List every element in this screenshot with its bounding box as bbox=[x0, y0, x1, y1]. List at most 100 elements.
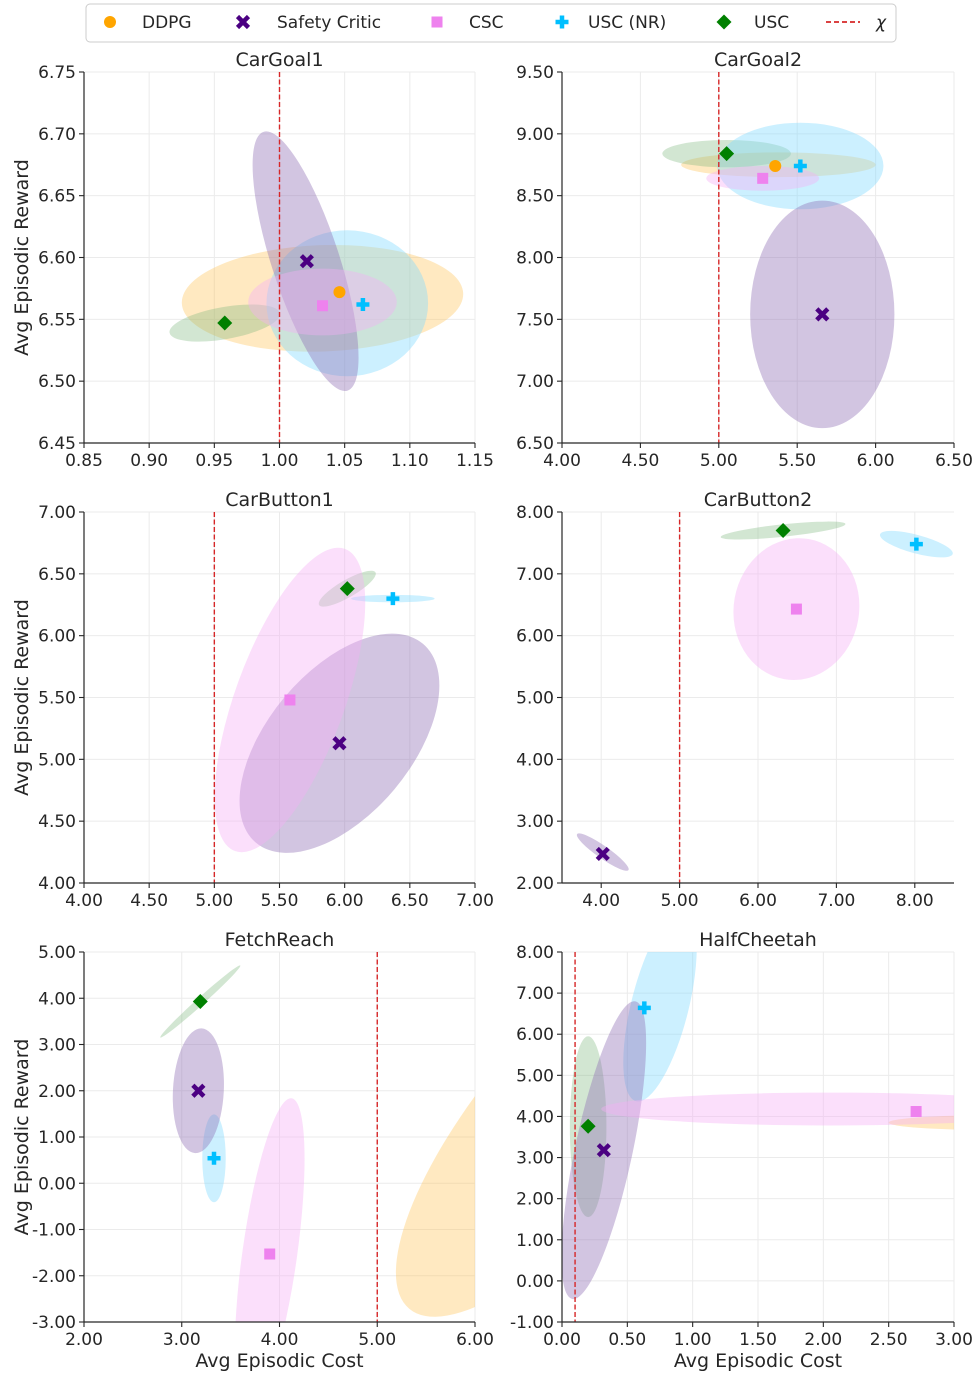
x-tick-label: 1.15 bbox=[456, 451, 494, 471]
y-tick-label: 7.00 bbox=[516, 984, 554, 1004]
y-tick-label: 6.50 bbox=[38, 565, 76, 585]
y-tick-label: 6.50 bbox=[516, 434, 554, 454]
x-tick-label: 0.50 bbox=[608, 1330, 646, 1350]
legend-entry: USC (NR) bbox=[555, 13, 666, 33]
y-tick-label: 4.00 bbox=[38, 874, 76, 894]
point-usc-nr- bbox=[637, 1001, 651, 1015]
x-tick-label: 5.00 bbox=[358, 1330, 396, 1350]
y-tick-label: 0.00 bbox=[38, 1174, 76, 1194]
confidence-ellipses bbox=[562, 952, 954, 1300]
y-tick-label: 6.00 bbox=[516, 1025, 554, 1045]
y-tick-label: 4.50 bbox=[38, 812, 76, 832]
panel-title: CarGoal1 bbox=[235, 49, 323, 71]
y-tick-label: 8.00 bbox=[516, 249, 554, 269]
x-tick-label: 4.50 bbox=[130, 891, 168, 911]
y-tick-label: -1.00 bbox=[32, 1221, 76, 1241]
x-axis-label: Avg Episodic Cost bbox=[674, 1350, 842, 1372]
y-tick-label: 8.50 bbox=[516, 187, 554, 207]
y-tick-label: 6.70 bbox=[38, 125, 76, 145]
legend-label: USC (NR) bbox=[588, 13, 666, 33]
y-tick-label: 6.55 bbox=[38, 310, 76, 330]
y-tick-label: 9.00 bbox=[516, 125, 554, 145]
legend-marker bbox=[235, 14, 251, 30]
point-usc bbox=[339, 581, 355, 597]
x-tick-label: 6.00 bbox=[456, 1330, 494, 1350]
point-usc bbox=[580, 1118, 596, 1134]
y-tick-label: 6.75 bbox=[38, 63, 76, 83]
x-tick-label: 0.00 bbox=[543, 1330, 581, 1350]
y-tick-label: 6.00 bbox=[516, 627, 554, 647]
legend-label: DDPG bbox=[142, 13, 192, 33]
y-tick-label: -2.00 bbox=[32, 1267, 76, 1287]
y-tick-label: 8.00 bbox=[516, 943, 554, 963]
x-tick-label: 1.10 bbox=[391, 451, 429, 471]
y-tick-label: 6.60 bbox=[38, 249, 76, 269]
x-tick-label: 5.00 bbox=[661, 891, 699, 911]
legend-label: χ bbox=[875, 13, 887, 33]
point-ddpg bbox=[769, 159, 782, 172]
x-tick-label: 2.00 bbox=[804, 1330, 842, 1350]
x-tick-label: 6.00 bbox=[326, 891, 364, 911]
point-safety-critic bbox=[299, 254, 314, 269]
y-tick-label: 4.00 bbox=[516, 750, 554, 770]
ellipse-csc bbox=[601, 1092, 954, 1126]
x-tick-label: 1.00 bbox=[674, 1330, 712, 1350]
x-tick-label: 4.00 bbox=[65, 891, 103, 911]
y-tick-label: 5.00 bbox=[38, 750, 76, 770]
confidence-ellipses bbox=[214, 547, 440, 853]
panel-carbutton2: 4.00 5.00 6.00 7.00 8.00 2.00 3.00 4.00 5.00 6.00… bbox=[516, 489, 954, 911]
point-safety-critic bbox=[595, 846, 610, 862]
x-tick-label: 3.00 bbox=[163, 1330, 201, 1350]
y-axis-label: Avg Episodic Reward bbox=[11, 1039, 33, 1236]
point-csc bbox=[790, 603, 802, 615]
y-tick-label: 5.50 bbox=[38, 689, 76, 709]
y-tick-label: 5.00 bbox=[516, 1066, 554, 1086]
panel-title: CarGoal2 bbox=[714, 49, 802, 71]
panels: 0.85 0.90 0.95 1.00 1.05 1.10 1.15 6.45 6.50 6.55… bbox=[11, 49, 973, 1372]
panel-title: HalfCheetah bbox=[699, 929, 817, 951]
y-tick-label: 4.00 bbox=[38, 989, 76, 1009]
y-tick-label: 6.45 bbox=[38, 434, 76, 454]
legend-marker bbox=[716, 14, 732, 30]
x-tick-label: 5.00 bbox=[195, 891, 233, 911]
y-tick-label: 7.00 bbox=[516, 565, 554, 585]
ellipse-usc-nr- bbox=[266, 230, 429, 377]
panel-title: FetchReach bbox=[225, 929, 335, 951]
x-tick-label: 4.00 bbox=[582, 891, 620, 911]
point-csc bbox=[264, 1248, 276, 1260]
legend-entry: USC bbox=[716, 13, 789, 33]
panel-cargoal1: 0.85 0.90 0.95 1.00 1.05 1.10 1.15 6.45 6.50 6.55… bbox=[11, 49, 494, 471]
x-tick-label: 8.00 bbox=[896, 891, 934, 911]
x-tick-label: 5.00 bbox=[700, 451, 738, 471]
legend-entry: DDPG bbox=[104, 13, 192, 33]
legend-frame bbox=[85, 3, 897, 43]
point-safety-critic bbox=[815, 307, 830, 322]
confidence-ellipses bbox=[169, 131, 464, 392]
legend-entry: CSC bbox=[431, 13, 504, 33]
y-tick-label: 6.65 bbox=[38, 187, 76, 207]
data-points bbox=[217, 254, 370, 331]
y-tick-label: 2.00 bbox=[516, 874, 554, 894]
point-usc-nr- bbox=[386, 592, 400, 606]
point-csc bbox=[910, 1106, 922, 1118]
panel-title: CarButton1 bbox=[225, 489, 333, 511]
ellipse-ddpg bbox=[888, 1115, 954, 1130]
y-tick-label: -3.00 bbox=[32, 1313, 76, 1333]
point-safety-critic bbox=[596, 1143, 611, 1158]
x-tick-label: 1.05 bbox=[326, 451, 364, 471]
y-tick-label: 2.00 bbox=[38, 1082, 76, 1102]
point-usc-nr- bbox=[356, 297, 370, 311]
point-usc bbox=[719, 146, 735, 162]
ellipse-ddpg bbox=[181, 244, 464, 352]
point-safety-critic bbox=[191, 1083, 206, 1098]
y-tick-label: -1.00 bbox=[510, 1313, 554, 1333]
x-tick-label: 1.50 bbox=[739, 1330, 777, 1350]
x-tick-label: 7.00 bbox=[817, 891, 855, 911]
x-tick-label: 4.50 bbox=[621, 451, 659, 471]
y-axis-label: Avg Episodic Reward bbox=[11, 599, 33, 796]
y-tick-label: 4.00 bbox=[516, 1107, 554, 1127]
x-tick-label: 0.95 bbox=[195, 451, 233, 471]
legend-marker bbox=[555, 15, 569, 29]
x-tick-label: 2.50 bbox=[870, 1330, 908, 1350]
panel-title: CarButton2 bbox=[704, 489, 812, 511]
